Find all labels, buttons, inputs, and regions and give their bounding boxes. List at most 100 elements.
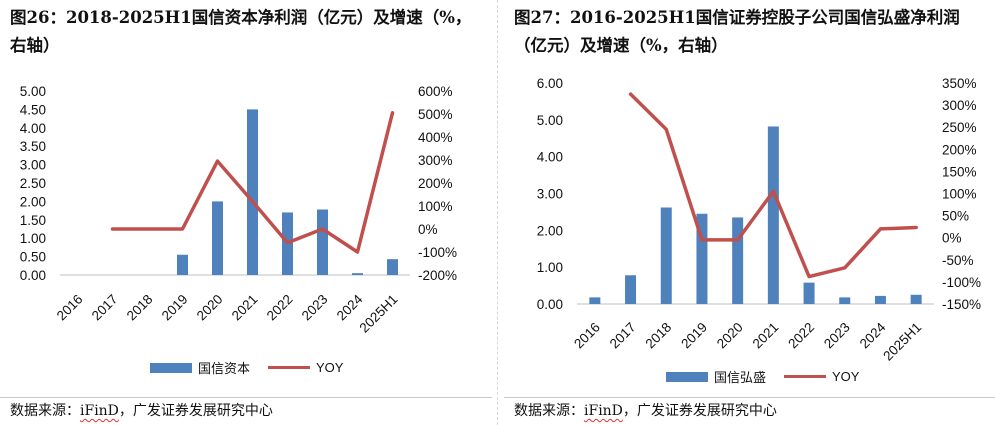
y-left-tick-label: 3.50 <box>20 139 46 154</box>
x-tick-label: 2022 <box>785 320 817 352</box>
y-right-tick-label: 600% <box>418 84 453 99</box>
y-left-tick-label: 0.00 <box>20 268 46 283</box>
bar-2020 <box>732 217 744 304</box>
legend: 国信资本 YOY <box>150 358 353 377</box>
bar-2021 <box>247 109 258 276</box>
bar-2016 <box>589 297 601 304</box>
x-tick-label: 2021 <box>750 320 782 352</box>
bar-2017 <box>625 275 637 304</box>
source-rule <box>0 397 492 398</box>
y-right-tick-label: -100% <box>418 245 457 260</box>
x-tick-label: 2024 <box>334 291 366 323</box>
chart-svg: 0.00 0.50 1.00 1.50 2.00 2.50 3.00 3.50 4.00 4.50… <box>20 84 457 336</box>
panel-divider <box>497 0 498 425</box>
legend-item-line: YOY <box>268 360 343 375</box>
chart-area: 0.00 1.00 2.00 3.00 4.00 5.00 6.00 -150% -100% -5… <box>504 62 995 398</box>
bar-2019 <box>696 213 708 304</box>
legend-swatch-bar <box>150 362 192 373</box>
y-left-tick-label: 5.00 <box>20 84 46 99</box>
legend-label-bar: 国信弘盛 <box>714 370 767 385</box>
legend-swatch-line <box>268 366 311 369</box>
y-right-tick-label: 0% <box>418 222 438 237</box>
x-tick-label: 2025H1 <box>357 292 401 336</box>
x-tick-label: 2019 <box>678 320 710 352</box>
x-tick-label: 2022 <box>264 292 296 324</box>
y-right-tick-label: 0% <box>942 231 962 246</box>
yoy-line <box>110 111 395 254</box>
y-left-tick-label: 3.00 <box>20 158 46 173</box>
y-right-tick-label: 100% <box>418 199 453 214</box>
y-right-tick-label: 400% <box>418 130 453 145</box>
source-rest: ，广发证券发展研究中心 <box>118 403 273 419</box>
bar-2018 <box>660 207 672 304</box>
yoy-line <box>628 92 918 279</box>
y-left-tick-label: 6.00 <box>537 76 563 91</box>
y-left-tick-label: 1.00 <box>537 260 563 275</box>
y-left-tick-label: 4.00 <box>537 150 563 165</box>
y-left-tick-label: 4.00 <box>20 121 46 136</box>
x-tick-label: 2025H1 <box>880 320 924 364</box>
bar-2019 <box>177 254 188 275</box>
y-right-tick-label: -100% <box>942 275 981 290</box>
chart-panel-26: 图26：2018-2025H1国信资本净利润（亿元）及增速（%，右轴） 0.00… <box>0 0 492 425</box>
y-right-tick-label: -200% <box>418 268 457 283</box>
y-right-tick-label: -50% <box>942 253 974 268</box>
y-right-tick-label: 350% <box>942 76 977 91</box>
y-left-tick-label: 4.50 <box>20 102 46 117</box>
chart-panel-27: 图27：2016-2025H1国信证券控股子公司国信弘盛净利润（亿元）及增速（%… <box>504 0 995 425</box>
y-right-tick-label: 300% <box>942 98 977 113</box>
chart-area: 0.00 0.50 1.00 1.50 2.00 2.50 3.00 3.50 4.00 4.50… <box>0 62 492 398</box>
y-right-tick-label: 200% <box>942 142 977 157</box>
x-tick-label: 2021 <box>229 292 261 324</box>
chart-title: 图26：2018-2025H1国信资本净利润（亿元）及增速（%，右轴） <box>10 8 472 55</box>
y-right-tick-label: 200% <box>418 176 453 191</box>
source-brand: iFinD <box>584 403 623 419</box>
x-tick-label: 2019 <box>159 292 191 324</box>
y-right-tick-label: 150% <box>942 164 977 179</box>
y-left-tick-label: 2.00 <box>537 223 563 238</box>
chart-svg: 0.00 1.00 2.00 3.00 4.00 5.00 6.00 -150% -100% -5… <box>537 76 981 364</box>
x-tick-label: 2020 <box>714 320 746 352</box>
bar-2025H1 <box>387 259 398 275</box>
y-right-tick-label: 300% <box>418 153 453 168</box>
y-left-tick-label: 1.00 <box>20 231 46 246</box>
x-tick-label: 2017 <box>89 292 121 324</box>
source-label: 数据来源： <box>10 403 80 419</box>
bar-2022 <box>803 282 815 304</box>
x-tick-label: 2018 <box>124 292 156 324</box>
y-right-tick-label: 500% <box>418 107 453 122</box>
source-brand: iFinD <box>80 403 119 419</box>
y-left-tick-label: 5.00 <box>537 113 563 128</box>
chart-title: 图27：2016-2025H1国信证券控股子公司国信弘盛净利润（亿元）及增速（%… <box>514 8 960 55</box>
x-tick-label: 2016 <box>571 320 603 352</box>
y-right-tick-label: 250% <box>942 120 977 135</box>
source-note: 数据来源：iFinD，广发证券发展研究中心 <box>514 400 777 420</box>
x-tick-label: 2017 <box>607 320 639 352</box>
legend: 国信弘盛 YOY <box>666 367 869 386</box>
y-left-tick-label: 0.50 <box>20 250 46 265</box>
source-rule <box>504 397 995 398</box>
bar-2020 <box>212 201 223 275</box>
x-tick-label: 2023 <box>821 320 853 352</box>
y-left-tick-label: 2.00 <box>20 194 46 209</box>
y-right-tick-label: 50% <box>942 209 969 224</box>
bar-2023 <box>839 297 851 304</box>
y-left-tick-label: 3.00 <box>537 187 563 202</box>
legend-swatch-line <box>784 375 827 378</box>
source-label: 数据来源： <box>514 403 584 419</box>
x-tick-label: 2020 <box>194 292 226 324</box>
legend-item-line: YOY <box>784 369 859 384</box>
legend-item-bar: 国信弘盛 <box>666 367 766 386</box>
x-tick-label: 2016 <box>54 292 86 324</box>
y-right-tick-label: -150% <box>942 297 981 312</box>
y-left-tick-label: 1.50 <box>20 213 46 228</box>
bar-2021 <box>767 126 779 304</box>
legend-label-bar: 国信资本 <box>198 361 251 376</box>
bar-2023 <box>317 209 328 275</box>
x-tick-label: 2024 <box>857 319 889 351</box>
legend-swatch-bar <box>666 371 708 382</box>
y-right-tick-label: 100% <box>942 187 977 202</box>
bar-2024 <box>874 295 886 304</box>
legend-label-line: YOY <box>832 369 860 384</box>
source-note: 数据来源：iFinD，广发证券发展研究中心 <box>10 400 273 420</box>
